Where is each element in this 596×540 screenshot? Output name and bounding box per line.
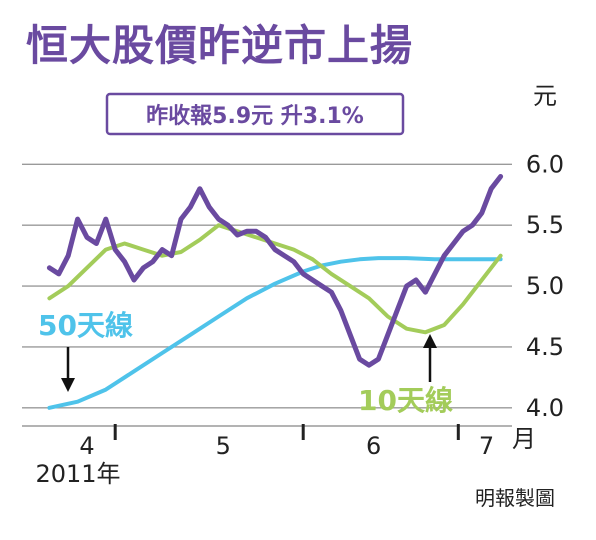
y-tick-label: 5.5 <box>526 211 564 239</box>
y-unit-label: 元 <box>533 82 557 110</box>
credit-label: 明報製圖 <box>475 486 555 510</box>
close-price-badge: 昨收報5.9元 升3.1% <box>146 103 364 129</box>
y-tick-label: 5.0 <box>526 272 564 300</box>
y-tick-label: 4.5 <box>526 333 564 361</box>
x-tick-label: 7 <box>479 432 494 460</box>
y-tick-label: 4.0 <box>526 394 564 422</box>
x-tick-label: 5 <box>216 432 231 460</box>
ma10-arrow-head <box>423 334 437 348</box>
annotations: 50天線 10天線 <box>38 309 453 417</box>
price-line <box>46 174 504 368</box>
y-tick-label: 6.0 <box>526 150 564 178</box>
badge-frame <box>105 92 405 136</box>
ma10-label: 10天線 <box>358 384 453 417</box>
x-tick-label: 6 <box>366 432 381 460</box>
month-unit-label: 月 <box>512 425 536 453</box>
ticks: 4.0 4.5 5.0 5.5 6.0 4 5 6 7 <box>79 150 564 460</box>
chart-title: 恒大股價昨逆市上揚 <box>26 21 413 70</box>
ma10-line <box>47 223 503 335</box>
year-label: 2011年 <box>35 460 120 488</box>
x-tick-label: 4 <box>79 432 94 460</box>
ma50-label: 50天線 <box>38 309 133 342</box>
ma50-line <box>47 256 503 410</box>
ma50-arrow-head <box>61 378 75 392</box>
series-lines <box>46 174 504 410</box>
